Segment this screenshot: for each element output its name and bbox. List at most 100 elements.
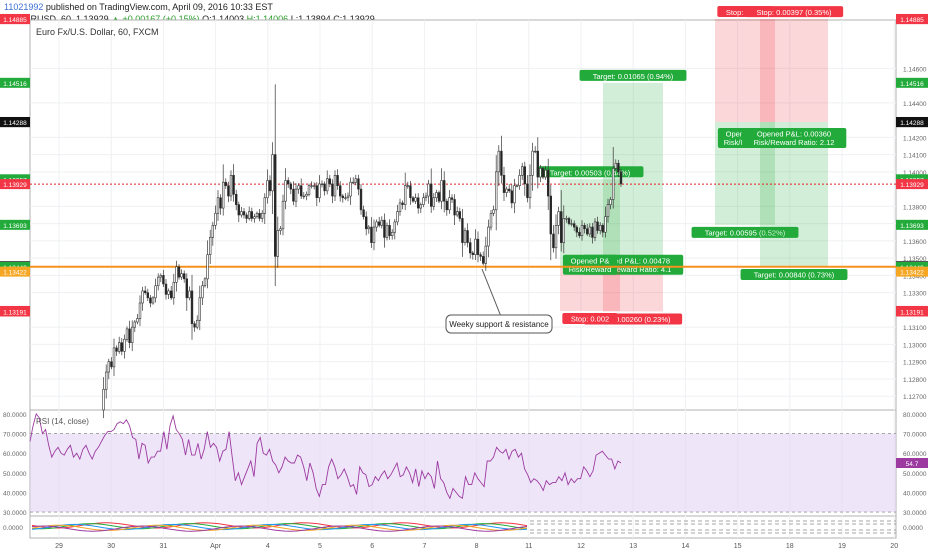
candle-body bbox=[245, 214, 248, 219]
lower-indicator: 0.0000 0.0000 bbox=[3, 520, 923, 534]
candle-body bbox=[248, 211, 251, 219]
candle-body bbox=[286, 180, 290, 185]
candle-body bbox=[312, 185, 316, 187]
price-tag-left bbox=[0, 179, 30, 190]
y-tick-label: 1.14100 bbox=[903, 153, 927, 160]
y-tick-label: 1.12700 bbox=[903, 394, 927, 401]
candle-body bbox=[411, 197, 415, 202]
candle-body bbox=[442, 180, 446, 202]
candle-body bbox=[572, 223, 576, 228]
candle-body bbox=[149, 297, 152, 304]
annotation-text: Weeky support & resistance bbox=[449, 320, 549, 329]
rsi-tick-label: 70.0000 bbox=[903, 432, 927, 439]
candle-body bbox=[175, 266, 178, 283]
position-tools[interactable]: Target: 0.01065 (0.94%) Stop: 0.00260 (0.… bbox=[536, 5, 848, 325]
candle-body bbox=[338, 185, 342, 197]
lower-indicator-line bbox=[31, 525, 528, 532]
candle-body bbox=[502, 175, 506, 193]
candle-body bbox=[151, 297, 155, 304]
y-tick-label: 1.13600 bbox=[903, 239, 927, 246]
rsi-tick-label: 60.0000 bbox=[903, 451, 927, 458]
candle-body bbox=[468, 242, 472, 254]
candle-body bbox=[162, 275, 165, 285]
candle-body bbox=[305, 193, 308, 197]
x-tick-label: 31 bbox=[160, 543, 168, 550]
candle-body bbox=[437, 192, 441, 202]
candle-body bbox=[177, 266, 181, 278]
candle-body bbox=[575, 226, 579, 233]
y-tick-label: 1.13300 bbox=[903, 291, 927, 298]
candle-body bbox=[611, 168, 615, 200]
candle-body bbox=[507, 188, 511, 192]
candle-body bbox=[448, 197, 451, 211]
lower-indicator-line bbox=[31, 524, 528, 531]
price-tag-right bbox=[896, 219, 928, 230]
annotation-line bbox=[481, 268, 503, 320]
candle-body bbox=[458, 211, 461, 219]
last-price: 1.13929 bbox=[76, 14, 109, 24]
idea-id-link[interactable]: 11021992 bbox=[4, 2, 44, 12]
price-tag-left bbox=[0, 117, 30, 128]
candle-body bbox=[180, 273, 183, 278]
price-tag-left bbox=[0, 219, 30, 230]
candle-body bbox=[318, 183, 321, 199]
price-tag-right-text: 1.14288 bbox=[900, 120, 924, 127]
rsi-tick-label-left: 60.0000 bbox=[3, 451, 27, 458]
candle-body bbox=[112, 347, 116, 368]
candle-body bbox=[110, 361, 113, 368]
price-tag-left bbox=[0, 306, 30, 317]
candle-body bbox=[260, 212, 264, 219]
candle-body bbox=[416, 197, 420, 209]
rsi-tick-label: 80.0000 bbox=[903, 412, 927, 419]
candle-body bbox=[133, 321, 136, 328]
time-axis: 29 30 31 Apr 4 5 6 7 8 11 12 13 14 15 18 19 20 bbox=[55, 543, 898, 550]
low-value: L:1.13894 bbox=[290, 14, 331, 24]
high-value: H:1.14006 bbox=[246, 14, 289, 24]
candle-body bbox=[131, 326, 134, 343]
x-tick-label: 15 bbox=[734, 543, 742, 550]
x-tick-label: 5 bbox=[318, 543, 322, 550]
rsi-tick-label: 30.0000 bbox=[903, 510, 927, 517]
rsi-tick-label-left: 30.0000 bbox=[3, 510, 27, 517]
pl-label: Opened P&L: 0.00360 bbox=[757, 129, 831, 138]
candle-body bbox=[461, 218, 464, 243]
candle-body bbox=[401, 202, 404, 205]
candle-body bbox=[255, 212, 259, 218]
y-tick-label: 1.13400 bbox=[903, 273, 927, 280]
candle-body bbox=[440, 180, 443, 202]
candle-body bbox=[481, 256, 485, 264]
candle-body bbox=[455, 211, 459, 216]
candle-body bbox=[614, 162, 618, 169]
candle-body bbox=[349, 181, 352, 197]
y-tick-label: 1.12800 bbox=[903, 377, 927, 384]
level-lines bbox=[30, 183, 896, 268]
candle-body bbox=[346, 195, 350, 199]
candle-body bbox=[500, 150, 503, 176]
candle-body bbox=[554, 225, 558, 249]
candle-body bbox=[604, 216, 607, 233]
rr-label: Risk/Reward Ratio: 4.1 bbox=[595, 265, 672, 274]
price-tag-right-text: 1.13422 bbox=[900, 270, 924, 277]
candle-body bbox=[559, 211, 563, 243]
support-annotation[interactable]: Weeky support & resistance bbox=[445, 268, 553, 334]
candle-body bbox=[107, 361, 111, 373]
y-tick-label: 1.14200 bbox=[903, 135, 927, 142]
candle-body bbox=[593, 221, 597, 238]
price-tag-right bbox=[896, 306, 928, 317]
candle-body bbox=[307, 185, 311, 195]
candle-body bbox=[557, 211, 560, 226]
x-tick-label: 6 bbox=[370, 543, 374, 550]
candle-body bbox=[466, 230, 469, 243]
candle-body bbox=[398, 202, 402, 212]
price-tag-left bbox=[0, 266, 30, 277]
candle-body bbox=[224, 181, 227, 186]
rsi-band bbox=[30, 433, 896, 513]
candle-body bbox=[302, 195, 305, 198]
candle-body bbox=[141, 290, 144, 304]
price-tag-right-text: 1.14885 bbox=[900, 17, 924, 24]
candle-body bbox=[567, 218, 571, 224]
candle-body bbox=[123, 338, 126, 352]
candle-body bbox=[320, 183, 324, 186]
candle-body bbox=[429, 183, 433, 207]
